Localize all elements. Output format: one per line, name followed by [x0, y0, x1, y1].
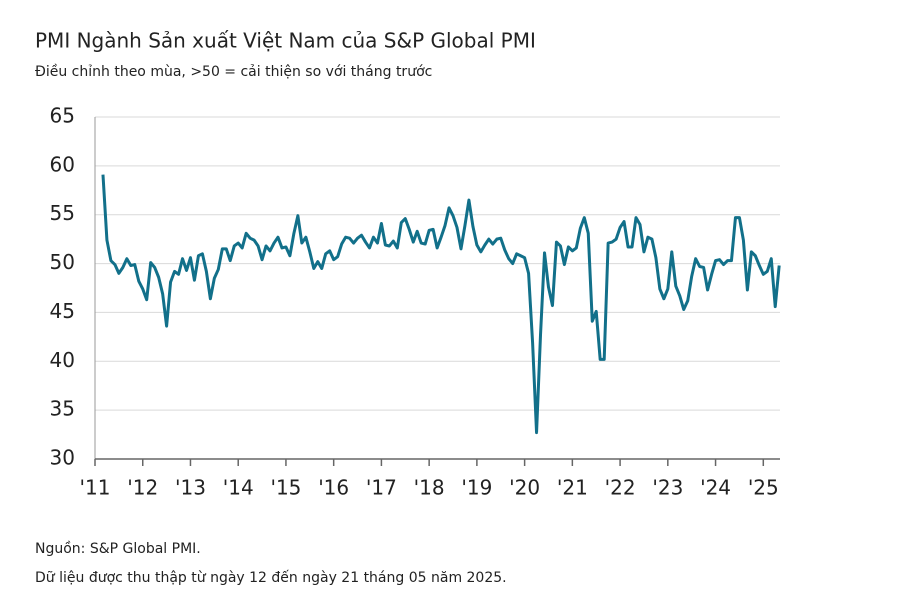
- x-tick-label: '20: [509, 476, 540, 500]
- x-tick-label: '23: [652, 476, 683, 500]
- y-tick-label: 50: [50, 250, 75, 274]
- x-tick-label: '14: [223, 476, 254, 500]
- x-tick-label: '15: [270, 476, 301, 500]
- x-tick-label: '18: [414, 476, 445, 500]
- y-tick-label: 65: [50, 104, 75, 128]
- y-tick-label: 55: [50, 201, 75, 225]
- y-tick-label: 40: [50, 348, 75, 372]
- x-tick-label: '13: [175, 476, 206, 500]
- x-tick-label: '21: [557, 476, 588, 500]
- chart-title: PMI Ngành Sản xuất Việt Nam của S&P Glob…: [35, 29, 536, 53]
- x-tick-label: '17: [366, 476, 397, 500]
- y-tick-label: 35: [50, 397, 75, 421]
- x-tick-label: '11: [80, 476, 111, 500]
- x-tick-label: '16: [318, 476, 349, 500]
- collection-note: Dữ liệu được thu thập từ ngày 12 đến ngà…: [35, 569, 507, 586]
- source-note: Nguồn: S&P Global PMI.: [35, 540, 201, 557]
- chart-subtitle: Điều chỉnh theo mùa, >50 = cải thiện so …: [35, 63, 432, 80]
- y-tick-label: 45: [50, 299, 75, 323]
- pmi-line: [101, 174, 781, 435]
- x-tick-label: '12: [127, 476, 158, 500]
- x-tick-label: '25: [748, 476, 779, 500]
- x-tick-label: '19: [461, 476, 492, 500]
- x-tick-label: '22: [605, 476, 636, 500]
- x-tick-label: '24: [700, 476, 731, 500]
- y-tick-label: 60: [50, 152, 75, 176]
- y-tick-label: 30: [50, 446, 75, 470]
